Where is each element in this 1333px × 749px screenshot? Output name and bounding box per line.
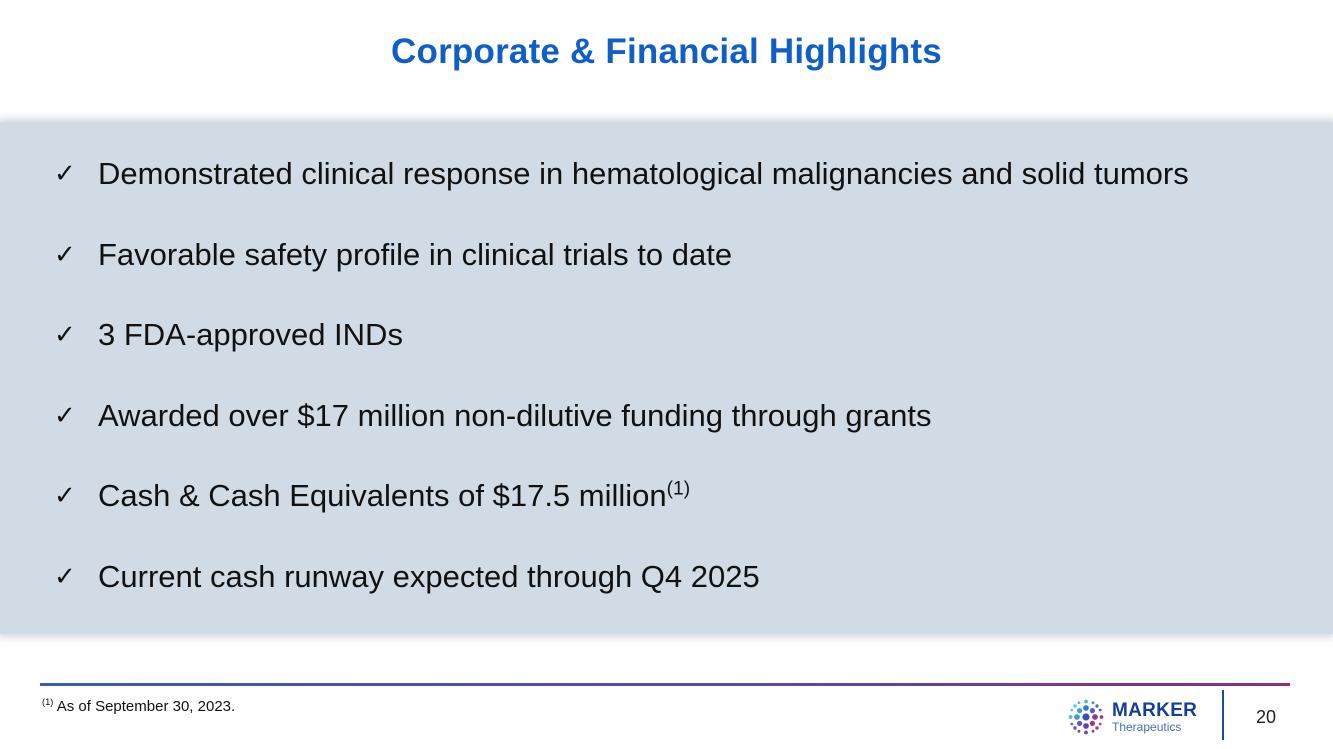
bullet-text: Cash & Cash Equivalents of $17.5 million… — [98, 478, 691, 513]
slide-title: Corporate & Financial Highlights — [391, 32, 942, 71]
logo-wordmark: MARKER Therapeutics — [1112, 701, 1197, 733]
company-logo: MARKER Therapeutics — [1068, 697, 1197, 737]
bullet-text: Demonstrated clinical response in hemato… — [98, 156, 1189, 191]
page-number: 20 — [1256, 707, 1277, 727]
logo-divider — [1222, 690, 1224, 740]
checkmark-icon: ✓ — [54, 320, 76, 350]
logo-name: MARKER — [1112, 700, 1198, 721]
footnote-text: As of September 30, 2023. — [56, 698, 236, 715]
checkmark-icon: ✓ — [54, 400, 76, 431]
checkmark-icon: ✓ — [54, 239, 76, 270]
footnote-marker: (1) — [42, 697, 54, 707]
highlights-list: ✓ Demonstrated clinical response in hema… — [54, 150, 1189, 633]
checkmark-icon: ✓ — [54, 561, 76, 592]
footer-divider — [40, 683, 1290, 686]
list-item: ✓ Awarded over $17 million non-dilutive … — [54, 392, 1189, 473]
list-item: ✓ Current cash runway expected through Q… — [54, 553, 1189, 634]
list-item: ✓ Demonstrated clinical response in hema… — [54, 150, 1189, 231]
list-item: ✓ Favorable safety profile in clinical t… — [54, 231, 1189, 312]
highlights-panel — [0, 122, 1333, 634]
bullet-text: Favorable safety profile in clinical tri… — [98, 236, 733, 272]
footnote-reference: (1) — [666, 478, 691, 500]
list-item: ✓ Cash & Cash Equivalents of $17.5 milli… — [54, 472, 1189, 553]
list-item: ✓ 3 FDA-approved INDs — [54, 311, 1189, 392]
bullet-text: Awarded over $17 million non-dilutive fu… — [98, 397, 932, 433]
checkmark-icon: ✓ — [54, 159, 76, 189]
footnote: (1) As of September 30, 2023. — [42, 697, 236, 715]
logo-subtitle: Therapeutics — [1112, 720, 1182, 734]
checkmark-icon: ✓ — [54, 481, 76, 511]
marker-logo-icon — [1068, 699, 1104, 735]
bullet-text: Current cash runway expected through Q4 … — [98, 558, 760, 594]
bullet-text: 3 FDA-approved INDs — [98, 317, 403, 352]
